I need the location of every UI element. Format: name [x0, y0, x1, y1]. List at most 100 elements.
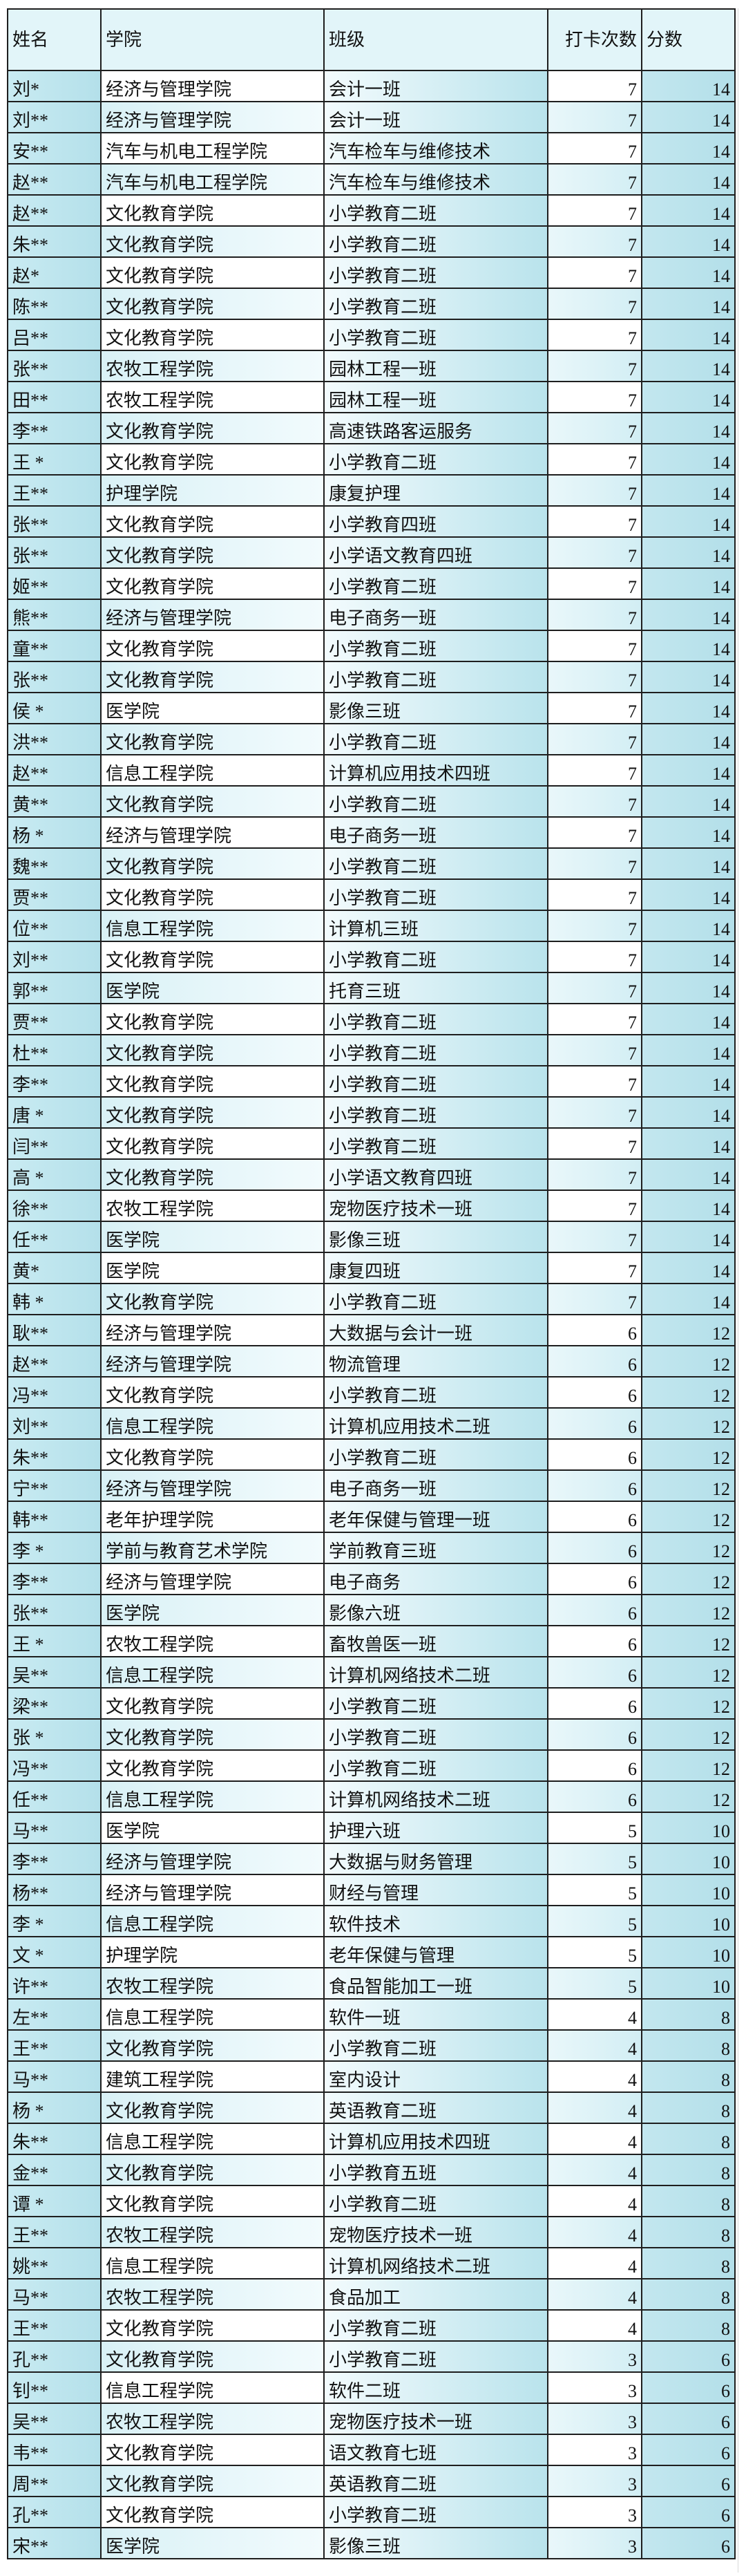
cell-name: 钊**: [7, 2371, 102, 2404]
cell-score: 12: [641, 1749, 736, 1782]
cell-name: 左**: [7, 1998, 102, 2031]
cell-score: 6: [641, 2403, 736, 2435]
table-row: 王** 护理学院 康复护理 7 14: [7, 474, 736, 507]
cell-score: 8: [641, 1998, 736, 2031]
cell-college: 经济与管理学院: [100, 1314, 325, 1346]
cell-checkin-count: 7: [547, 1096, 642, 1129]
cell-class: 影像三班: [323, 2527, 548, 2559]
cell-score: 14: [641, 847, 736, 880]
cell-checkin-count: 7: [547, 910, 642, 942]
cell-class: 小学语文教育四班: [323, 1158, 548, 1191]
cell-name: 李**: [7, 412, 102, 444]
cell-score: 14: [641, 1190, 736, 1222]
cell-class: 小学教育二班: [323, 1283, 548, 1315]
cell-score: 6: [641, 2434, 736, 2466]
cell-name: 朱**: [7, 1438, 102, 1471]
cell-score: 14: [641, 816, 736, 849]
cell-score: 14: [641, 692, 736, 724]
cell-college: 医学院: [100, 1594, 325, 1626]
cell-name: 文 *: [7, 1936, 102, 1968]
cell-college: 信息工程学院: [100, 2371, 325, 2404]
cell-checkin-count: 7: [547, 692, 642, 724]
header-score: 分数: [641, 8, 736, 71]
cell-name: 孔**: [7, 2496, 102, 2528]
cell-class: 英语教育二班: [323, 2465, 548, 2497]
cell-score: 12: [641, 1314, 736, 1346]
cell-score: 14: [641, 1252, 736, 1284]
table-row: 左** 信息工程学院 软件一班 4 8: [7, 1998, 736, 2031]
cell-class: 小学教育二班: [323, 225, 548, 258]
cell-class: 老年保健与管理一班: [323, 1501, 548, 1533]
table-row: 陈** 文化教育学院 小学教育二班 7 14: [7, 288, 736, 320]
cell-checkin-count: 7: [547, 536, 642, 569]
cell-college: 经济与管理学院: [100, 101, 325, 133]
cell-class: 小学教育五班: [323, 2154, 548, 2186]
cell-checkin-count: 4: [547, 2029, 642, 2062]
cell-score: 14: [641, 256, 736, 289]
cell-class: 计算机网络技术二班: [323, 1656, 548, 1689]
header-checkin-count: 打卡次数: [547, 8, 642, 71]
cell-name: 朱**: [7, 225, 102, 258]
cell-name: 王 *: [7, 1625, 102, 1657]
cell-name: 王 *: [7, 443, 102, 476]
cell-class: 计算机三班: [323, 910, 548, 942]
cell-name: 谭 *: [7, 2185, 102, 2217]
cell-checkin-count: 4: [547, 2060, 642, 2093]
cell-college: 文化教育学院: [100, 1749, 325, 1782]
cell-college: 信息工程学院: [100, 910, 325, 942]
table-row: 耿** 经济与管理学院 大数据与会计一班 6 12: [7, 1314, 736, 1346]
table-row: 侯 * 医学院 影像三班 7 14: [7, 692, 736, 724]
cell-score: 14: [641, 412, 736, 444]
cell-college: 农牧工程学院: [100, 350, 325, 382]
cell-name: 位**: [7, 910, 102, 942]
cell-college: 护理学院: [100, 474, 325, 507]
cell-score: 8: [641, 2309, 736, 2342]
cell-class: 康复四班: [323, 1252, 548, 1284]
cell-score: 14: [641, 910, 736, 942]
cell-score: 10: [641, 1936, 736, 1968]
table-row: 位** 信息工程学院 计算机三班 7 14: [7, 910, 736, 942]
cell-name: 李**: [7, 1563, 102, 1595]
cell-college: 信息工程学院: [100, 754, 325, 787]
cell-college: 农牧工程学院: [100, 1625, 325, 1657]
cell-score: 14: [641, 567, 736, 600]
cell-class: 影像三班: [323, 692, 548, 724]
cell-college: 信息工程学院: [100, 1407, 325, 1440]
table-row: 贾** 文化教育学院 小学教育二班 7 14: [7, 878, 736, 911]
table-row: 唐 * 文化教育学院 小学教育二班 7 14: [7, 1096, 736, 1129]
cell-class: 老年保健与管理: [323, 1936, 548, 1968]
cell-class: 小学教育二班: [323, 723, 548, 755]
cell-college: 护理学院: [100, 1936, 325, 1968]
cell-name: 侯 *: [7, 692, 102, 724]
cell-class: 会计一班: [323, 70, 548, 102]
table-row: 韩 * 文化教育学院 小学教育二班 7 14: [7, 1283, 736, 1315]
cell-class: 小学教育二班: [323, 2496, 548, 2528]
cell-score: 14: [641, 1158, 736, 1191]
cell-class: 汽车检车与维修技术: [323, 163, 548, 196]
cell-college: 文化教育学院: [100, 536, 325, 569]
cell-checkin-count: 7: [547, 1190, 642, 1222]
table-row: 洪** 文化教育学院 小学教育二班 7 14: [7, 723, 736, 755]
cell-college: 文化教育学院: [100, 847, 325, 880]
cell-score: 10: [641, 1967, 736, 2000]
cell-score: 14: [641, 661, 736, 693]
cell-score: 12: [641, 1438, 736, 1471]
cell-score: 14: [641, 194, 736, 227]
cell-class: 计算机应用技术四班: [323, 754, 548, 787]
cell-checkin-count: 7: [547, 1127, 642, 1160]
cell-class: 物流管理: [323, 1345, 548, 1378]
cell-name: 黄*: [7, 1252, 102, 1284]
cell-score: 14: [641, 1065, 736, 1098]
cell-checkin-count: 7: [547, 288, 642, 320]
cell-college: 文化教育学院: [100, 1065, 325, 1098]
cell-college: 信息工程学院: [100, 2123, 325, 2155]
cell-score: 8: [641, 2216, 736, 2248]
cell-class: 软件二班: [323, 2371, 548, 2404]
cell-class: 小学教育二班: [323, 661, 548, 693]
cell-name: 杨**: [7, 1874, 102, 1906]
cell-score: 14: [641, 972, 736, 1004]
cell-class: 影像六班: [323, 1594, 548, 1626]
table-row: 张** 文化教育学院 小学教育四班 7 14: [7, 505, 736, 538]
cell-name: 杨 *: [7, 2091, 102, 2124]
cell-score: 14: [641, 101, 736, 133]
